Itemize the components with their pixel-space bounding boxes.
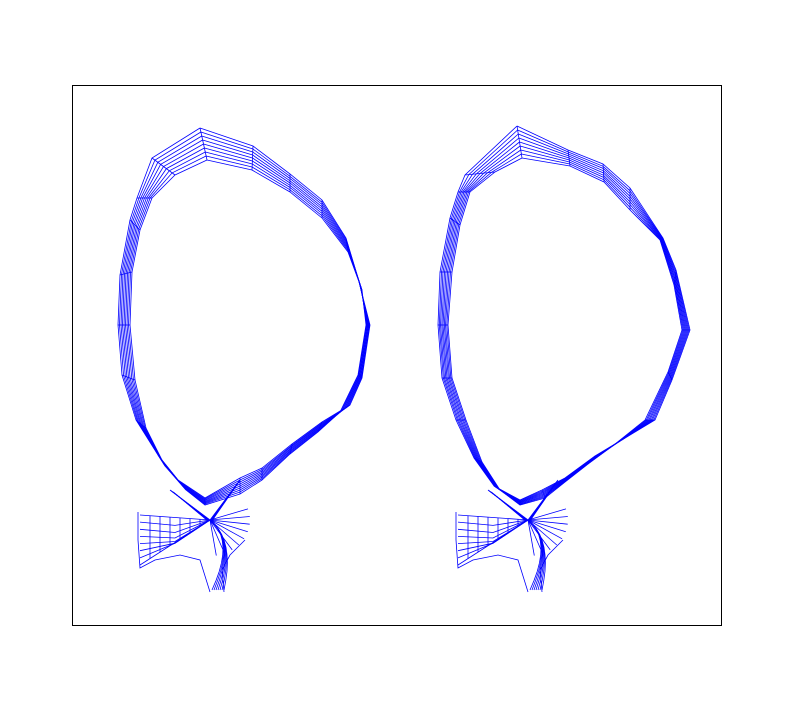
right-radial-cell-edge: [541, 489, 546, 499]
right-flux-surface: [437, 125, 691, 501]
right-flux-surface: [445, 149, 685, 505]
right-xpoint-link: [492, 492, 527, 522]
left-left-target-plate: [137, 512, 211, 593]
left-mesh-panel: [117, 127, 371, 593]
left-left-leg-cell-line: [139, 519, 211, 566]
right-radial-cell-edge: [673, 269, 677, 286]
right-flux-surface: [440, 133, 689, 502]
right-flux-surface: [447, 157, 683, 506]
right-private-flux-line: [527, 519, 568, 525]
left-radial-cell-edge: [135, 419, 147, 429]
left-flux-surface: [120, 135, 370, 501]
left-radial-cell-edge: [339, 404, 351, 413]
left-flux-surface: [119, 131, 370, 500]
right-xpoint-link: [529, 484, 556, 522]
right-radial-cell-edge: [473, 457, 483, 463]
right-flux-surface: [443, 145, 686, 504]
left-private-flux-line: [209, 519, 225, 554]
left-radial-cell-edge: [357, 374, 363, 379]
left-left-leg-cell-line: [139, 519, 211, 552]
left-radial-cell-edge: [121, 374, 136, 381]
left-right-target-plate: [221, 539, 246, 593]
right-left-leg-cell-line: [457, 519, 529, 552]
left-right-leg-cell-line: [209, 519, 228, 591]
left-xpoint-link: [211, 484, 238, 522]
right-left-leg-cell-line: [457, 514, 529, 521]
right-radial-cell-edge: [464, 171, 496, 176]
right-private-flux-line: [527, 519, 551, 551]
left-flux-surface: [125, 147, 368, 503]
right-radial-cell-edge: [614, 437, 626, 445]
right-radial-cell-edge: [602, 163, 605, 183]
right-radial-cell-edge: [667, 371, 673, 381]
right-left-leg-cell-line: [457, 519, 529, 526]
left-left-leg-cell-line: [139, 519, 211, 526]
left-private-flux-line: [209, 508, 249, 521]
left-private-flux-line: [209, 519, 245, 540]
left-left-leg-cell-line: [139, 519, 211, 533]
right-mesh-panel: [437, 125, 691, 593]
left-radial-cell-edge: [289, 443, 293, 455]
left-flux-surface: [128, 155, 367, 505]
right-private-flux-line: [527, 519, 558, 546]
left-radial-cell-edge: [357, 277, 363, 291]
left-radial-cell-edge: [317, 421, 323, 433]
right-radial-cell-edge: [449, 217, 461, 226]
left-xpoint-link: [174, 492, 209, 522]
left-radial-cell-edge: [119, 271, 133, 276]
right-left-leg-cell-line: [457, 519, 529, 533]
left-radial-cell-edge: [345, 237, 349, 253]
right-flux-surface: [446, 153, 684, 505]
left-radial-cell-edge: [129, 219, 141, 231]
right-left-leg-cell-line: [457, 519, 529, 539]
right-private-flux-line: [527, 519, 563, 540]
left-radial-cell-edge: [157, 454, 166, 467]
left-radial-cell-edge: [251, 145, 254, 171]
left-flux-surface: [122, 139, 369, 502]
left-flux-surface: [129, 159, 367, 506]
right-flux-surface: [441, 137, 688, 503]
left-private-flux-line: [209, 519, 250, 525]
left-left-leg-cell-line: [139, 514, 211, 521]
right-flux-surface: [442, 141, 687, 503]
right-private-flux-line: [527, 516, 568, 521]
left-radial-cell-edge: [151, 157, 176, 176]
right-private-flux-line: [527, 519, 566, 533]
plot-frame: [72, 85, 722, 626]
right-radial-cell-edge: [516, 125, 523, 159]
left-private-flux-line: [209, 519, 240, 546]
right-private-flux-line: [527, 519, 535, 556]
left-private-flux-line: [209, 516, 250, 521]
right-left-leg-cell-line: [457, 519, 529, 566]
right-right-leg-cell-line: [527, 519, 546, 591]
right-private-flux-line: [527, 508, 567, 521]
right-radial-cell-edge: [587, 455, 596, 465]
left-flux-surface: [117, 127, 371, 499]
right-right-target-plate: [539, 539, 564, 593]
right-radial-cell-edge: [493, 485, 501, 491]
left-flux-surface: [123, 143, 369, 502]
left-private-flux-line: [209, 519, 248, 533]
left-private-flux-line: [209, 519, 217, 556]
right-left-target-plate: [455, 512, 529, 593]
right-radial-cell-edge: [659, 237, 664, 241]
left-radial-cell-edge: [177, 479, 187, 491]
right-radial-cell-edge: [567, 149, 571, 167]
right-flux-surface: [438, 129, 690, 502]
left-left-leg-cell-line: [139, 519, 211, 539]
right-private-flux-line: [527, 519, 543, 554]
left-radial-cell-edge: [199, 127, 208, 161]
left-flux-surface: [126, 151, 368, 504]
left-private-flux-line: [209, 519, 233, 551]
